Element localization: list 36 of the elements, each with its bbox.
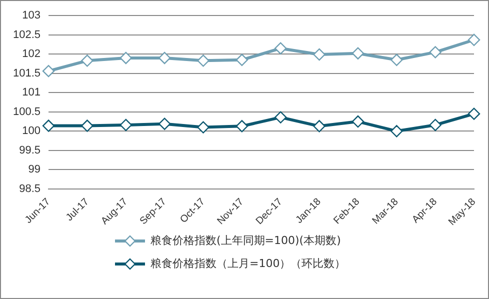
point <box>429 46 442 58</box>
legend-label: 粮食价格指数(上年同期=100)(本期数) <box>150 233 341 248</box>
point <box>390 125 403 138</box>
y-tick-label: 102 <box>22 48 41 60</box>
y-tick-label: 101 <box>22 86 41 99</box>
point <box>158 52 171 64</box>
y-tick-label: 98.5 <box>19 182 41 195</box>
point <box>158 118 171 130</box>
y-tick-label: 100 <box>22 125 41 138</box>
point <box>468 108 480 120</box>
point <box>429 118 442 132</box>
point <box>313 120 326 132</box>
point <box>390 54 403 66</box>
point <box>274 111 287 124</box>
y-tick-label: 101.5 <box>12 67 41 80</box>
point <box>42 64 55 78</box>
y-tick-label: 103 <box>22 10 41 22</box>
y-tick-label: 99.5 <box>19 144 41 156</box>
point <box>468 34 480 46</box>
point <box>42 120 55 132</box>
point <box>352 115 364 128</box>
point <box>81 120 94 132</box>
y-tick-label: 99 <box>28 164 41 176</box>
point <box>352 47 364 60</box>
y-tick-label: 102.5 <box>12 28 41 41</box>
point <box>197 121 210 134</box>
point <box>236 54 248 66</box>
point <box>81 54 94 67</box>
point <box>236 120 248 132</box>
point <box>120 118 132 132</box>
point <box>197 54 210 67</box>
legend-label: 粮食价格指数（上月=100）（环比数） <box>150 256 346 271</box>
point <box>313 48 326 61</box>
y-tick-label: 100.5 <box>12 106 41 118</box>
point <box>274 42 287 54</box>
point <box>120 52 132 64</box>
